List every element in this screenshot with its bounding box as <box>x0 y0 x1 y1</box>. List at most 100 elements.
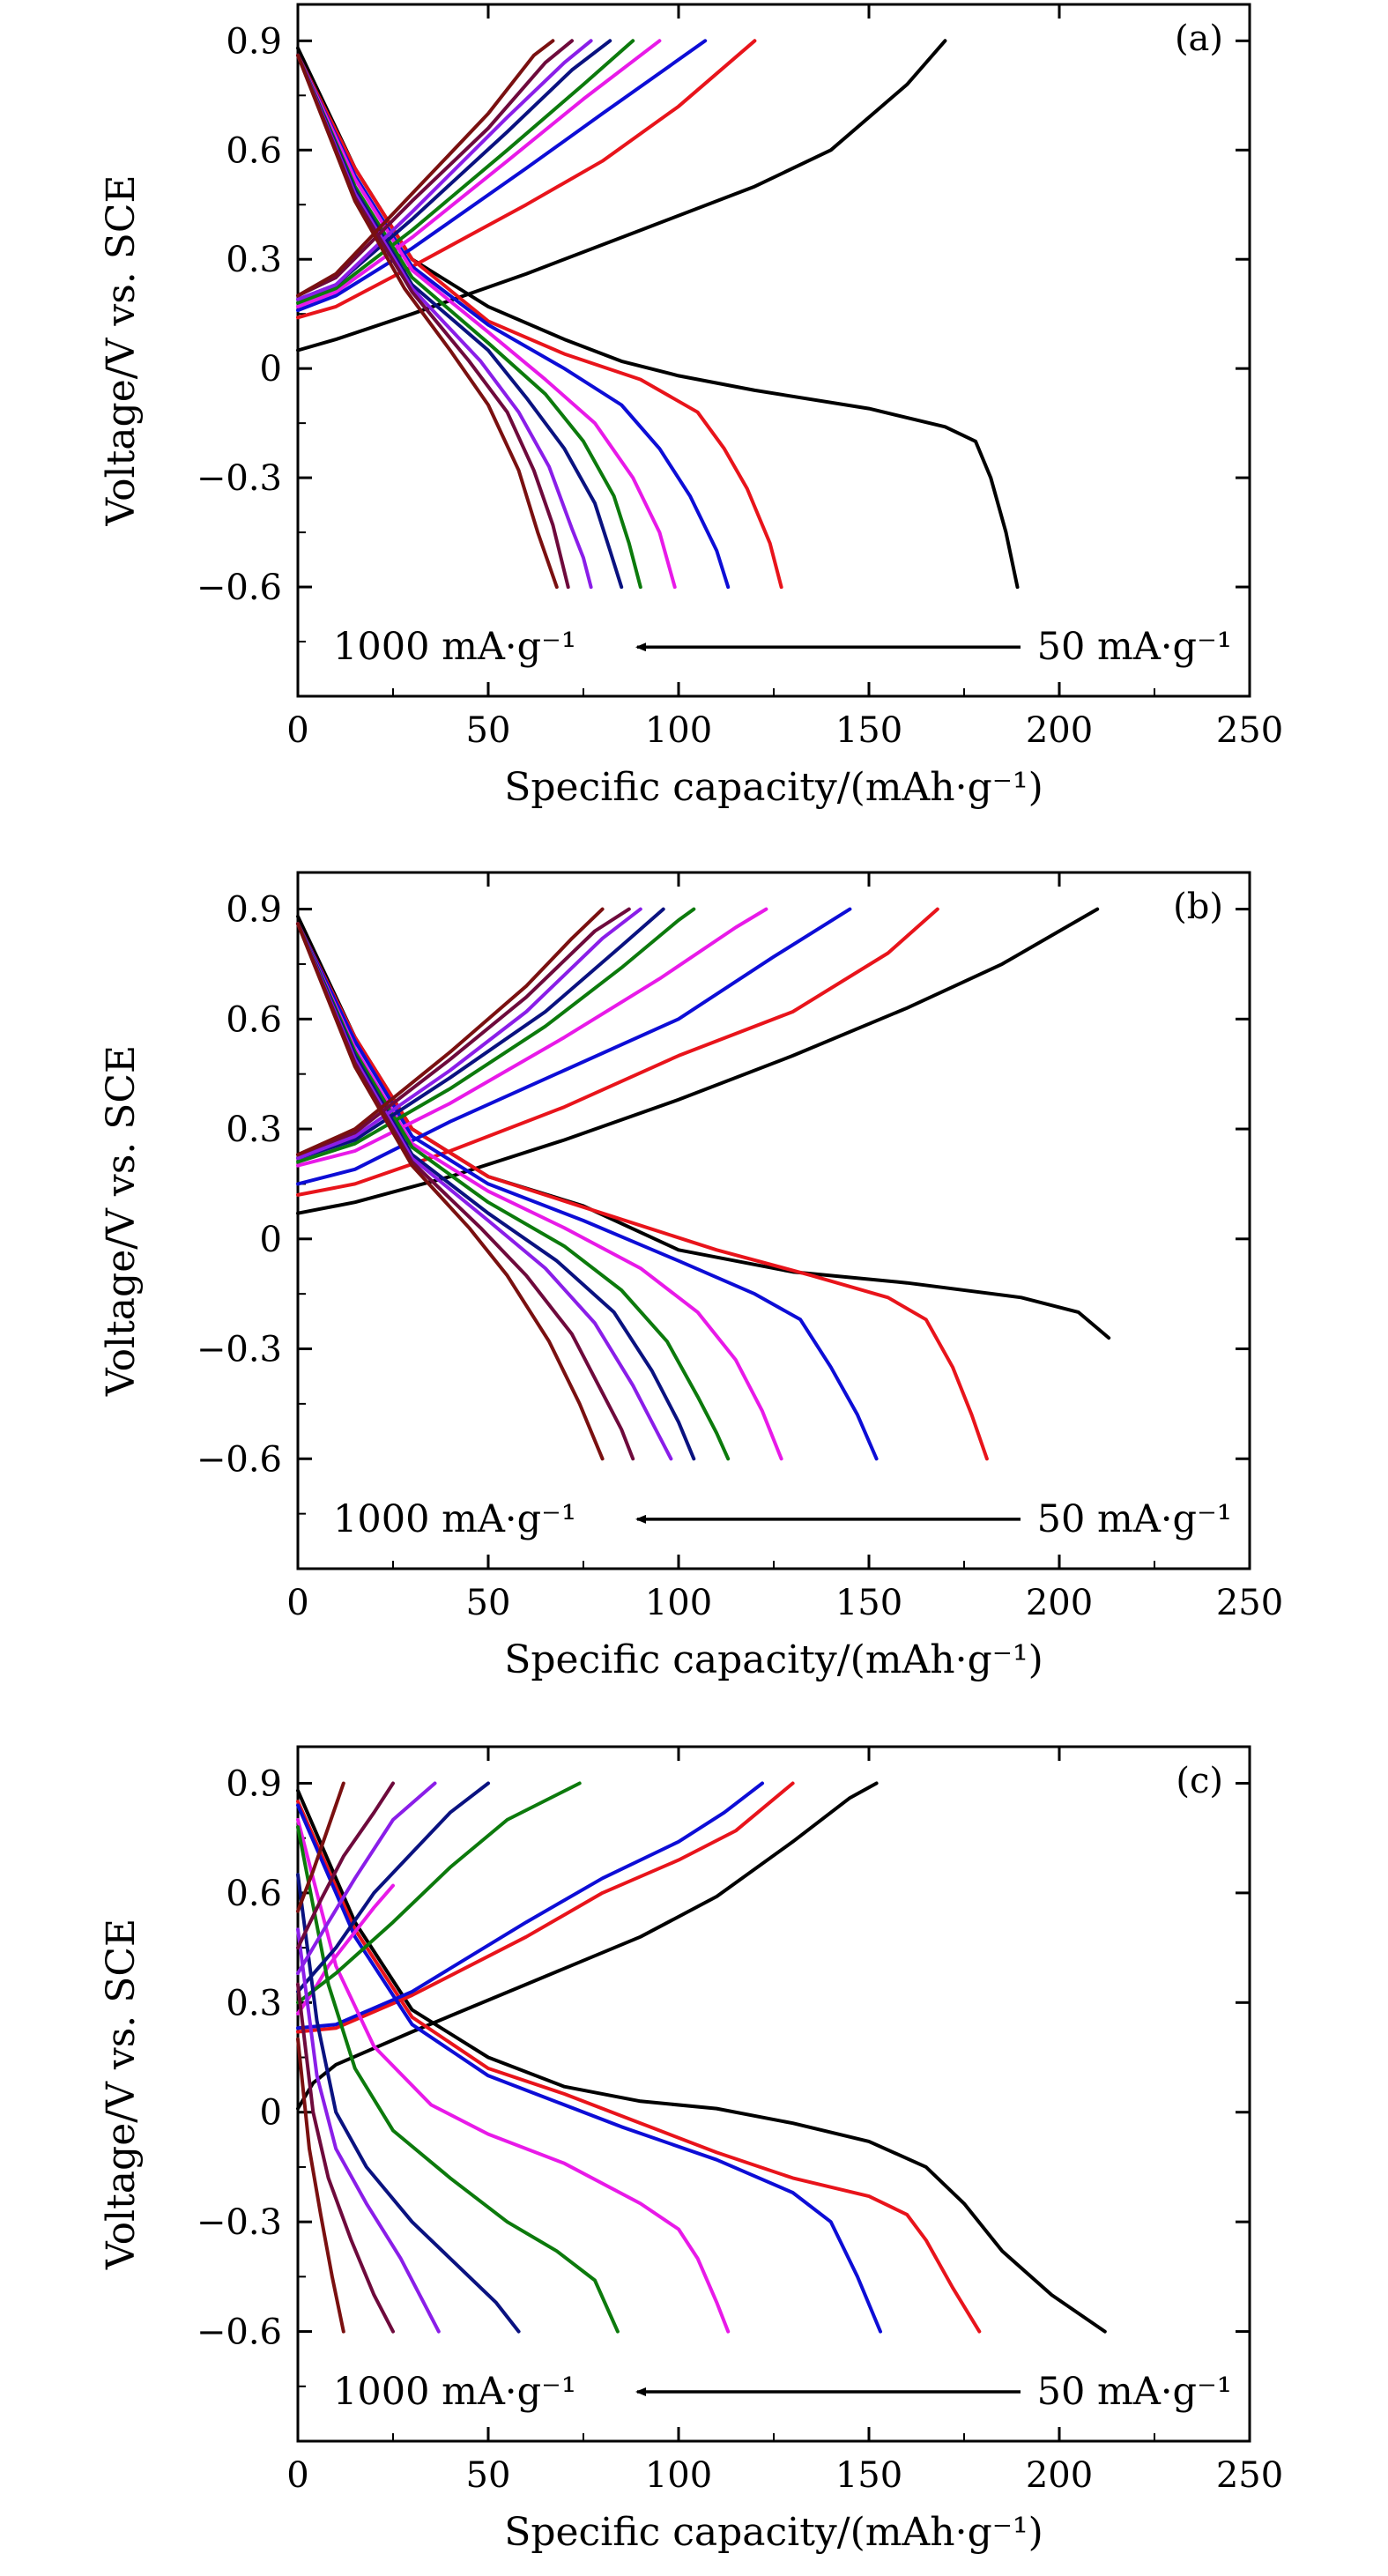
rate-label-high: 1000 mA·g⁻¹ <box>333 625 576 669</box>
plot-frame <box>296 3 1251 698</box>
rate-label-low: 50 mA·g⁻¹ <box>1037 625 1232 669</box>
y-tick-label: 0.6 <box>226 1874 282 1914</box>
curve-discharge-5 <box>296 1825 620 2334</box>
curve-discharge-1 <box>296 1788 1107 2334</box>
y-tick-label: −0.3 <box>197 1330 282 1370</box>
curve-charge-7 <box>296 907 642 1161</box>
y-tick-label: 0.9 <box>226 890 282 931</box>
curve-charge-3 <box>296 39 708 313</box>
curve-charge-1 <box>296 907 1100 1215</box>
curve-charge-4 <box>296 907 768 1168</box>
y-tick-label: 0.6 <box>226 130 282 171</box>
curve-charge-5 <box>296 1781 582 2005</box>
x-tick-label: 0 <box>286 710 308 751</box>
y-tick-label: 0 <box>260 1220 282 1260</box>
panel-b: 0 50 100 150 200 250 0.9 0.6 0.3 0 −0.3 −0.6 Specifi… <box>99 871 1283 1682</box>
rate-label-low: 50 mA·g⁻¹ <box>1037 1497 1232 1541</box>
x-tick-label: 50 <box>466 1583 511 1623</box>
panel-c: 0 50 100 150 200 250 0.9 0.6 0.3 0 −0.3 −0.6 Specifi… <box>99 1745 1283 2555</box>
x-tick-label: 100 <box>645 2455 712 2496</box>
curve-discharge-6 <box>296 53 624 590</box>
x-tick-label: 200 <box>1026 710 1093 751</box>
curve-discharge-8 <box>296 1982 395 2334</box>
x-tick-label: 0 <box>286 2455 308 2496</box>
plot-frame <box>296 871 1251 1570</box>
curve-discharge-2 <box>296 1800 982 2334</box>
x-tick-label: 250 <box>1216 710 1283 751</box>
x-tick-label: 200 <box>1026 2455 1093 2496</box>
curve-discharge-5 <box>296 922 731 1461</box>
y-tick-label: 0.3 <box>226 1110 282 1150</box>
curve-discharge-3 <box>296 1803 882 2334</box>
rate-label-high: 1000 mA·g⁻¹ <box>333 1497 576 1541</box>
curve-discharge-3 <box>296 53 731 590</box>
y-tick-label: 0.3 <box>226 240 282 280</box>
x-tick-label: 200 <box>1026 1583 1093 1623</box>
curve-charge-7 <box>296 1781 437 1976</box>
y-tick-label: −0.3 <box>197 2202 282 2243</box>
y-axis-label: Voltage/V vs. SCE <box>99 1045 144 1397</box>
curve-discharge-4 <box>296 1817 731 2334</box>
curve-charge-7 <box>296 39 593 301</box>
curve-charge-2 <box>296 39 757 320</box>
curve-discharge-8 <box>296 922 635 1461</box>
y-tick-label: −0.6 <box>197 2312 282 2353</box>
rate-label-low: 50 mA·g⁻¹ <box>1037 2370 1232 2414</box>
y-axis-label: Voltage/V vs. SCE <box>99 1919 144 2270</box>
curve-discharge-2 <box>296 922 989 1461</box>
curve-charge-2 <box>296 1781 795 2034</box>
y-tick-label: 0.9 <box>226 21 282 62</box>
y-tick-label: 0.9 <box>226 1763 282 1804</box>
curve-discharge-9 <box>296 53 559 590</box>
curve-charge-8 <box>296 39 574 298</box>
panel-label: (b) <box>1173 887 1223 927</box>
curve-discharge-9 <box>296 2037 345 2334</box>
curve-charge-8 <box>296 1781 395 1950</box>
plot-frame <box>296 1745 1251 2443</box>
y-tick-label: 0 <box>260 349 282 390</box>
curve-charge-2 <box>296 907 939 1197</box>
y-tick-label: 0.6 <box>226 999 282 1040</box>
curve-discharge-8 <box>296 53 570 590</box>
curve-discharge-4 <box>296 53 677 590</box>
curve-charge-3 <box>296 1781 764 2030</box>
x-axis-label: Specific capacity/(mAh·g⁻¹) <box>504 765 1043 810</box>
curve-discharge-9 <box>296 922 605 1461</box>
y-tick-label: −0.3 <box>197 458 282 499</box>
x-tick-label: 150 <box>835 1583 902 1623</box>
curve-charge-1 <box>296 39 947 353</box>
curve-charge-4 <box>296 39 662 308</box>
x-tick-label: 250 <box>1216 1583 1283 1623</box>
curve-charge-4 <box>296 1883 395 2016</box>
panel-a: 0 50 100 150 200 250 0.9 0.6 0.3 0 −0.3 −0.6 Specifi… <box>99 3 1283 810</box>
x-tick-label: 150 <box>835 710 902 751</box>
y-tick-label: 0 <box>260 2093 282 2134</box>
curve-discharge-1 <box>296 914 1111 1340</box>
curve-charge-6 <box>296 1781 490 1993</box>
x-tick-label: 100 <box>645 1583 712 1623</box>
x-tick-label: 50 <box>466 2455 511 2496</box>
curve-charge-9 <box>296 1781 345 1913</box>
curve-discharge-3 <box>296 922 879 1461</box>
y-tick-label: −0.6 <box>197 1439 282 1480</box>
curve-discharge-7 <box>296 53 593 590</box>
curve-charge-9 <box>296 907 605 1157</box>
x-axis-label: Specific capacity/(mAh·g⁻¹) <box>504 1637 1043 1682</box>
curve-discharge-7 <box>296 1927 441 2334</box>
y-tick-label: −0.6 <box>197 568 282 608</box>
curve-discharge-4 <box>296 922 783 1461</box>
y-tick-label: 0.3 <box>226 1983 282 2023</box>
x-tick-label: 100 <box>645 710 712 751</box>
curve-discharge-1 <box>296 46 1020 590</box>
x-tick-label: 250 <box>1216 2455 1283 2496</box>
curve-charge-9 <box>296 39 555 298</box>
y-axis-label: Voltage/V vs. SCE <box>99 174 144 526</box>
curve-discharge-7 <box>296 922 673 1461</box>
curve-discharge-6 <box>296 1873 521 2334</box>
panel-label: (a) <box>1175 19 1223 59</box>
x-tick-label: 50 <box>466 710 511 751</box>
curve-charge-1 <box>296 1781 879 2111</box>
curve-discharge-5 <box>296 53 642 590</box>
x-axis-label: Specific capacity/(mAh·g⁻¹) <box>504 2510 1043 2555</box>
